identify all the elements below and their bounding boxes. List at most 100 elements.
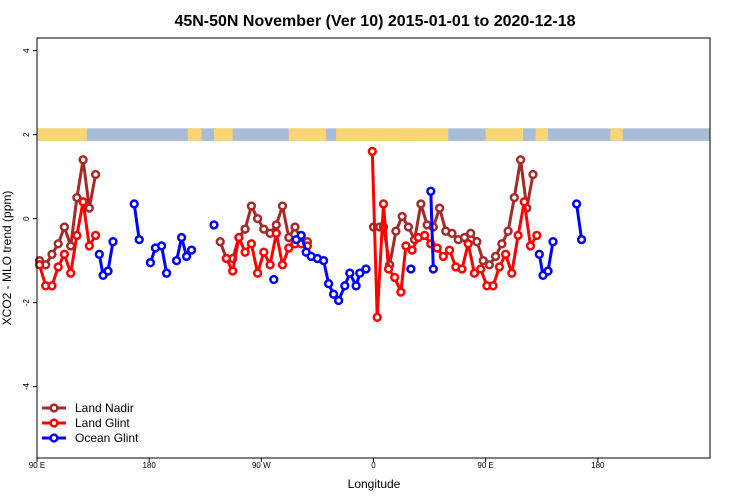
ocean-glint-point: [108, 237, 118, 247]
land-nadir-point: [271, 220, 281, 230]
land-nadir-point: [528, 169, 538, 180]
y-axis-label: XCO2 - MLO trend (ppm): [0, 191, 14, 326]
land-nadir-point: [84, 203, 94, 213]
ocean-glint-point: [345, 268, 355, 278]
land-band-segment: [535, 128, 548, 141]
land-band-segment: [610, 128, 623, 141]
land-glint-point: [66, 268, 76, 278]
land-nadir-point: [509, 192, 519, 203]
ocean-glint-point: [406, 264, 416, 274]
ocean-glint-point: [181, 251, 192, 262]
ocean-glint-point: [186, 245, 197, 255]
land-glint-point: [84, 241, 94, 251]
land-nadir-point: [490, 251, 501, 262]
land-nadir-point: [59, 222, 70, 232]
x-axis-label: Longitude: [348, 477, 401, 491]
series-layer: [34, 146, 587, 322]
land-glint-point: [419, 230, 430, 241]
x-tick-label: 90 E: [29, 461, 45, 470]
land-glint-point: [469, 268, 480, 278]
x-tick-label: 90 E: [477, 461, 493, 470]
ocean-glint-point: [543, 266, 553, 276]
ocean-glint-point: [576, 234, 587, 245]
ocean-glint-point: [129, 199, 139, 209]
land-glint-point: [367, 146, 377, 157]
ocean-glint-point: [328, 289, 339, 299]
legend-item-ocean-glint: Ocean Glint: [42, 431, 139, 445]
land-glint-point: [438, 251, 448, 262]
plot-frame: [36, 37, 711, 459]
land-nadir-point: [447, 228, 457, 238]
ocean-glint-point: [323, 279, 334, 289]
land-nadir-point: [90, 169, 101, 180]
land-ocean-band: [37, 128, 710, 141]
land-glint-point: [59, 249, 70, 259]
land-nadir-point: [497, 239, 507, 249]
land-nadir-point: [472, 237, 482, 247]
legend-swatch-marker: [49, 433, 59, 443]
land-nadir-point: [391, 226, 401, 236]
land-band-segment: [187, 128, 202, 141]
land-nadir-point: [403, 222, 414, 232]
land-band-segment: [288, 128, 327, 141]
x-tick-label: 90 W: [252, 461, 271, 470]
land-glint-point: [519, 197, 529, 207]
land-glint-point: [476, 264, 486, 274]
legend-item-land-nadir: Land Nadir: [42, 401, 134, 415]
land-glint-point: [494, 262, 505, 272]
land-glint-point: [488, 281, 498, 291]
land-glint-point: [390, 272, 400, 283]
ocean-glint-point: [534, 249, 544, 259]
land-nadir-point: [466, 228, 476, 238]
land-glint-point: [463, 239, 473, 249]
ocean-glint-point: [426, 186, 436, 196]
land-nadir-point: [47, 249, 57, 259]
land-nadir-point: [66, 241, 76, 251]
ocean-glint-line: [429, 191, 435, 270]
land-glint-point: [47, 281, 57, 291]
land-glint-point: [228, 266, 238, 276]
land-nadir-point: [215, 237, 225, 247]
ocean-glint-point: [428, 264, 438, 274]
land-glint-point: [507, 268, 517, 278]
land-nadir-point: [484, 260, 495, 270]
y-tick-label: 4: [22, 48, 31, 53]
land-nadir-point: [259, 224, 269, 234]
land-band-segment: [336, 128, 381, 141]
land-glint-point: [532, 230, 542, 241]
x-tick-label: 180: [142, 461, 156, 470]
land-nadir-point: [53, 239, 63, 249]
land-glint-point: [246, 239, 257, 249]
land-glint-point: [396, 287, 406, 297]
legend-swatch-marker: [49, 418, 59, 428]
y-tick-label: 0: [22, 216, 31, 221]
chart-title: 45N-50N November (Ver 10) 2015-01-01 to …: [174, 13, 575, 30]
ocean-glint-point: [134, 234, 144, 245]
legend-label: Land Nadir: [75, 401, 134, 415]
land-glint-point: [277, 260, 288, 270]
land-nadir-point: [284, 232, 294, 243]
land-band-segment: [37, 128, 87, 141]
land-nadir-point: [252, 213, 263, 224]
land-band-segment: [485, 128, 524, 141]
ocean-glint-line: [132, 203, 141, 240]
land-nadir-point: [503, 226, 513, 236]
y-tick-label: -4: [22, 382, 31, 390]
ocean-glint-point: [103, 266, 113, 276]
land-glint-point: [234, 232, 244, 243]
land-glint-point: [252, 268, 263, 278]
x-tick-label: 0: [371, 461, 376, 470]
x-axis-ticks: 90 E 180 90 W 0 90 E 180: [29, 458, 605, 470]
x-tick-label: 180: [591, 461, 605, 470]
land-nadir-point: [277, 201, 288, 211]
land-glint-point: [401, 241, 411, 251]
legend-label: Land Glint: [75, 416, 130, 430]
ocean-glint-line: [575, 203, 584, 240]
land-nadir-line: [38, 158, 98, 267]
land-glint-point: [78, 197, 88, 207]
land-glint-line: [370, 151, 539, 319]
land-glint-point: [284, 243, 294, 253]
y-axis-ticks: -4 -2 0 2 4: [22, 48, 37, 390]
ocean-glint-point: [176, 232, 187, 243]
